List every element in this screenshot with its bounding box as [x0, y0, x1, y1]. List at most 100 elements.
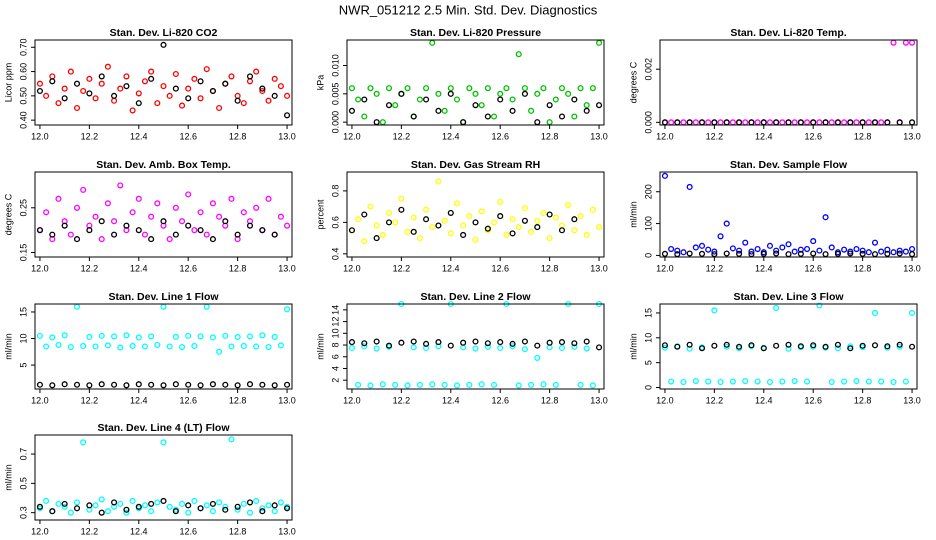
- point: [166, 236, 173, 243]
- point: [61, 85, 68, 92]
- y-tick-label: 4: [330, 366, 340, 371]
- point: [73, 80, 81, 87]
- point: [429, 381, 436, 388]
- x-tick-label: 12.6: [491, 263, 509, 273]
- x-tick-label: 13.0: [903, 263, 921, 273]
- point: [398, 195, 405, 202]
- point: [361, 96, 368, 103]
- point: [472, 338, 479, 345]
- point: [284, 505, 291, 512]
- point: [160, 41, 167, 48]
- point: [490, 219, 498, 226]
- point: [253, 68, 260, 75]
- x-tick-label: 12.6: [491, 131, 509, 141]
- point: [509, 216, 516, 223]
- x-tick-label: 12.8: [229, 131, 247, 141]
- x-tick-label: 12.6: [179, 131, 197, 141]
- point: [379, 231, 386, 239]
- point: [423, 206, 430, 213]
- point: [896, 250, 903, 257]
- point: [661, 344, 668, 351]
- point: [209, 236, 216, 243]
- point: [348, 227, 355, 234]
- point: [884, 246, 891, 253]
- point: [111, 499, 118, 506]
- point: [828, 378, 835, 386]
- point: [222, 381, 229, 388]
- point: [148, 381, 155, 388]
- point: [129, 107, 136, 114]
- point: [521, 338, 528, 345]
- point: [742, 377, 749, 385]
- point: [884, 343, 891, 350]
- point: [896, 247, 903, 254]
- x-tick-label: 12.2: [81, 263, 99, 273]
- point: [172, 333, 179, 340]
- point: [779, 244, 786, 251]
- x-tick-label: 12.8: [854, 395, 872, 405]
- point: [191, 75, 198, 82]
- point: [435, 107, 442, 114]
- point: [36, 381, 43, 388]
- point: [61, 500, 68, 507]
- point: [841, 246, 848, 253]
- point: [571, 343, 578, 350]
- point: [871, 239, 879, 246]
- point: [847, 248, 854, 255]
- point: [571, 216, 578, 223]
- point: [259, 87, 266, 95]
- point: [284, 222, 291, 229]
- point: [748, 342, 755, 349]
- point: [348, 344, 355, 352]
- y-tick-label: 0.000: [643, 111, 653, 134]
- point: [373, 345, 380, 352]
- point: [705, 246, 712, 253]
- point: [98, 509, 105, 516]
- point: [773, 342, 780, 349]
- y-tick-label: 0.4: [330, 248, 340, 261]
- point: [197, 227, 204, 234]
- point: [185, 191, 192, 198]
- y-axis-label: kPa: [315, 75, 325, 91]
- y-tick-label: 10: [643, 333, 653, 343]
- point: [104, 200, 111, 207]
- point: [392, 219, 399, 226]
- point: [692, 244, 699, 251]
- point: [558, 113, 566, 120]
- point: [160, 382, 167, 389]
- point: [686, 345, 693, 352]
- point: [55, 195, 62, 202]
- point: [423, 344, 430, 352]
- point: [466, 85, 473, 92]
- point: [515, 382, 522, 389]
- point: [521, 346, 528, 353]
- point: [717, 378, 724, 386]
- point: [534, 217, 541, 224]
- point: [80, 342, 87, 350]
- point: [373, 338, 380, 345]
- point: [148, 68, 155, 75]
- point: [416, 96, 423, 103]
- x-tick-label: 12.0: [656, 131, 674, 141]
- point: [135, 503, 142, 510]
- point: [234, 333, 241, 340]
- point: [148, 75, 155, 82]
- point: [209, 87, 216, 95]
- point: [674, 343, 681, 350]
- point: [552, 96, 559, 103]
- y-tick-label: 0.7: [18, 448, 28, 461]
- y-tick-label: 0.8: [330, 185, 340, 198]
- panel-title: Stan. Dev. Gas Stream RH: [411, 159, 540, 171]
- point: [216, 213, 223, 220]
- point: [785, 241, 792, 248]
- x-tick-label: 12.4: [130, 526, 148, 536]
- point: [577, 381, 584, 388]
- point: [49, 382, 56, 389]
- point: [723, 250, 730, 257]
- point: [423, 96, 430, 103]
- point: [571, 96, 578, 103]
- point: [61, 222, 68, 229]
- point: [135, 90, 142, 97]
- point: [534, 342, 541, 349]
